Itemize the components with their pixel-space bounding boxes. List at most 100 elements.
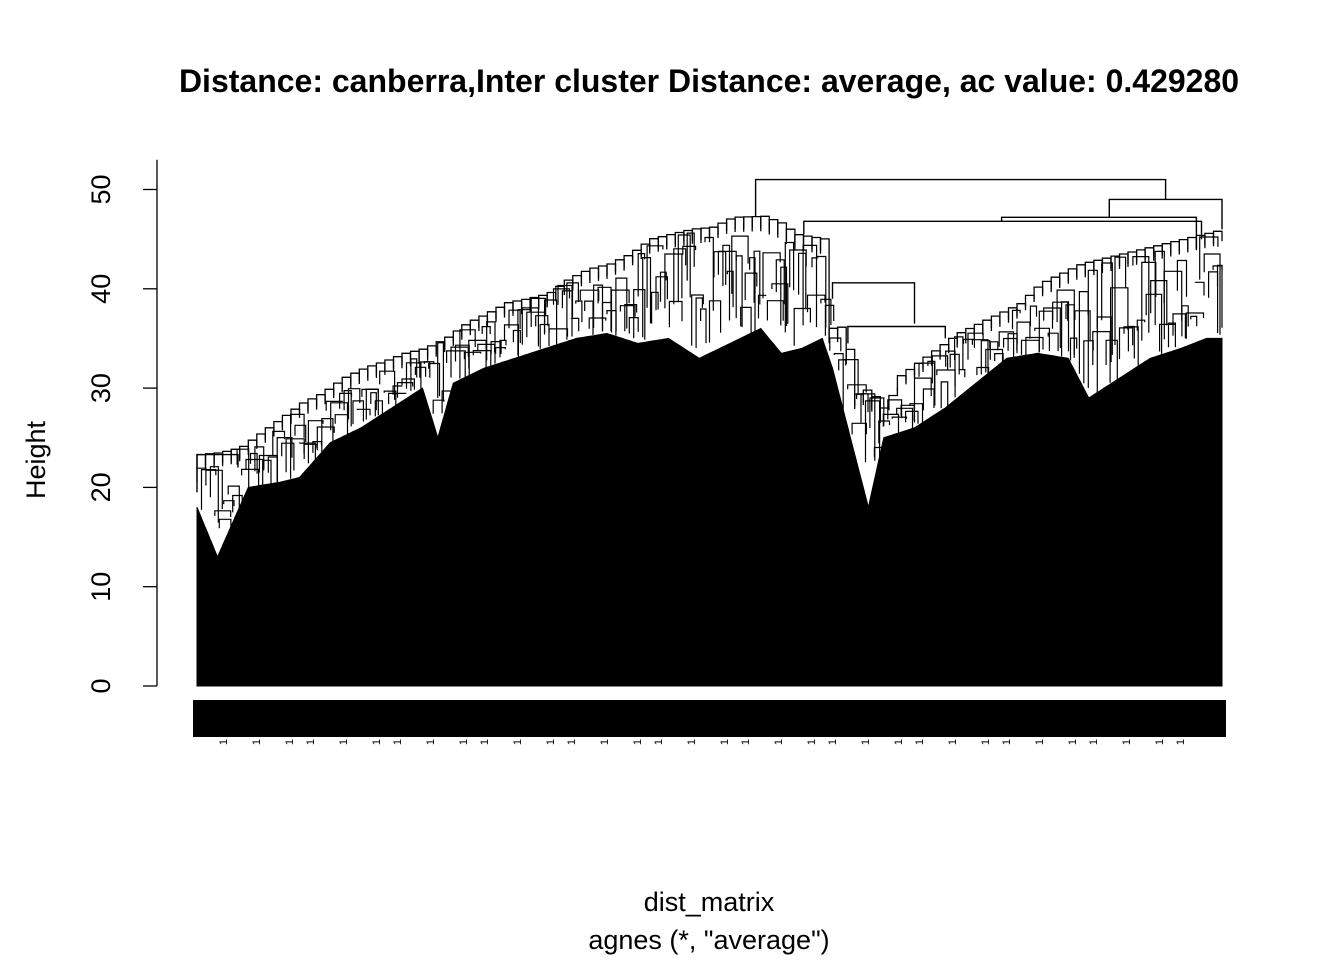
branch <box>1069 337 1078 361</box>
merge-step <box>341 376 352 393</box>
branch <box>499 339 507 358</box>
branch <box>610 289 630 333</box>
merge-step <box>768 218 779 235</box>
leaf-label: 1 <box>740 739 752 745</box>
merge-step <box>965 327 975 344</box>
major-merge <box>754 178 1167 217</box>
merge-step <box>290 408 301 425</box>
merge-step <box>1067 268 1078 284</box>
leaf-label: 1 <box>1088 739 1100 745</box>
leaf-label: 1 <box>251 739 263 745</box>
branch <box>1020 339 1040 355</box>
branch <box>802 244 818 326</box>
branch <box>352 400 364 425</box>
branch <box>552 288 571 305</box>
branch <box>379 370 396 400</box>
branch <box>570 317 580 332</box>
branch <box>909 403 924 428</box>
merge-step <box>1076 264 1086 280</box>
leaf-label: 1 <box>545 739 557 745</box>
branch <box>1096 316 1112 363</box>
branch <box>780 266 788 326</box>
leaf-label: 1 <box>719 739 731 745</box>
merge-step <box>333 382 343 398</box>
merge-step <box>358 368 369 384</box>
merge-step <box>1059 272 1069 288</box>
merge-step <box>1033 286 1044 302</box>
leaf-label: 1 <box>284 739 296 745</box>
leaf-label: 1 <box>566 739 578 745</box>
leaf-label: 1 <box>392 739 404 745</box>
merge-step <box>469 319 480 336</box>
branch <box>860 393 869 423</box>
branch <box>437 342 444 402</box>
branch <box>396 382 414 398</box>
leaf-label: 1 <box>1154 739 1166 745</box>
branch <box>241 468 260 493</box>
branch <box>847 384 867 393</box>
branch <box>1016 321 1031 354</box>
branch <box>708 300 722 343</box>
branch <box>508 309 521 329</box>
leaf-label: 1 <box>653 739 665 745</box>
branch <box>668 300 683 328</box>
branch <box>722 244 731 321</box>
leaf-label: 1 <box>218 739 230 745</box>
leaf-label: 1 <box>773 739 785 745</box>
branch <box>905 410 919 424</box>
branch <box>962 338 975 348</box>
branch <box>298 442 316 461</box>
branch <box>236 448 250 499</box>
y-tick-label: 30 <box>86 373 116 403</box>
merge-step <box>606 263 617 279</box>
merge-step <box>777 222 788 242</box>
merge-step <box>666 233 676 250</box>
branch <box>1127 325 1135 359</box>
merge-step <box>956 332 967 348</box>
branch <box>958 369 966 378</box>
leaf-labels: 1 1 1 1 1 1 1 1 1 1 1 1 1 1 1 1 1 1 1 1 1 1 1 1 1 1 1 1 1 1 1 1 1 1 <box>193 700 1226 745</box>
branch <box>285 438 305 473</box>
leaf-label: 1 <box>827 739 839 745</box>
merge-step <box>1195 234 1206 251</box>
leaf-label: 1 <box>599 739 611 745</box>
merge-step <box>1204 232 1215 249</box>
merge-step <box>495 306 506 323</box>
branch <box>1011 309 1021 330</box>
merge-step <box>1178 238 1189 255</box>
leaf-label: 1 <box>893 739 905 745</box>
branch <box>214 510 232 517</box>
branch <box>793 307 811 346</box>
branch <box>472 350 492 368</box>
branch <box>1123 326 1139 366</box>
branch <box>851 422 867 435</box>
merge-step <box>444 336 454 353</box>
branch <box>766 300 784 321</box>
branch <box>682 245 697 255</box>
leaf-label: 1 <box>860 739 872 745</box>
branch <box>1065 304 1075 358</box>
branch <box>976 366 990 382</box>
branch <box>1118 327 1134 360</box>
branch <box>775 259 785 305</box>
merge-step <box>1187 236 1198 253</box>
branch <box>945 350 956 387</box>
leaf-label: 1 <box>914 739 926 745</box>
branch <box>1145 293 1163 360</box>
branch <box>200 469 217 510</box>
merge-step <box>281 414 292 431</box>
leaf-label: 1 <box>632 739 644 745</box>
branch <box>1056 289 1075 355</box>
branch <box>370 392 377 411</box>
branch <box>205 469 223 510</box>
branch <box>1190 315 1198 327</box>
branch <box>548 328 569 337</box>
merge-step <box>760 215 770 232</box>
major-merge <box>803 220 1203 240</box>
merge-step <box>384 359 395 375</box>
merge-step <box>794 234 805 250</box>
branch <box>873 446 885 458</box>
branch <box>1141 261 1157 341</box>
y-tick-label: 50 <box>86 174 116 204</box>
